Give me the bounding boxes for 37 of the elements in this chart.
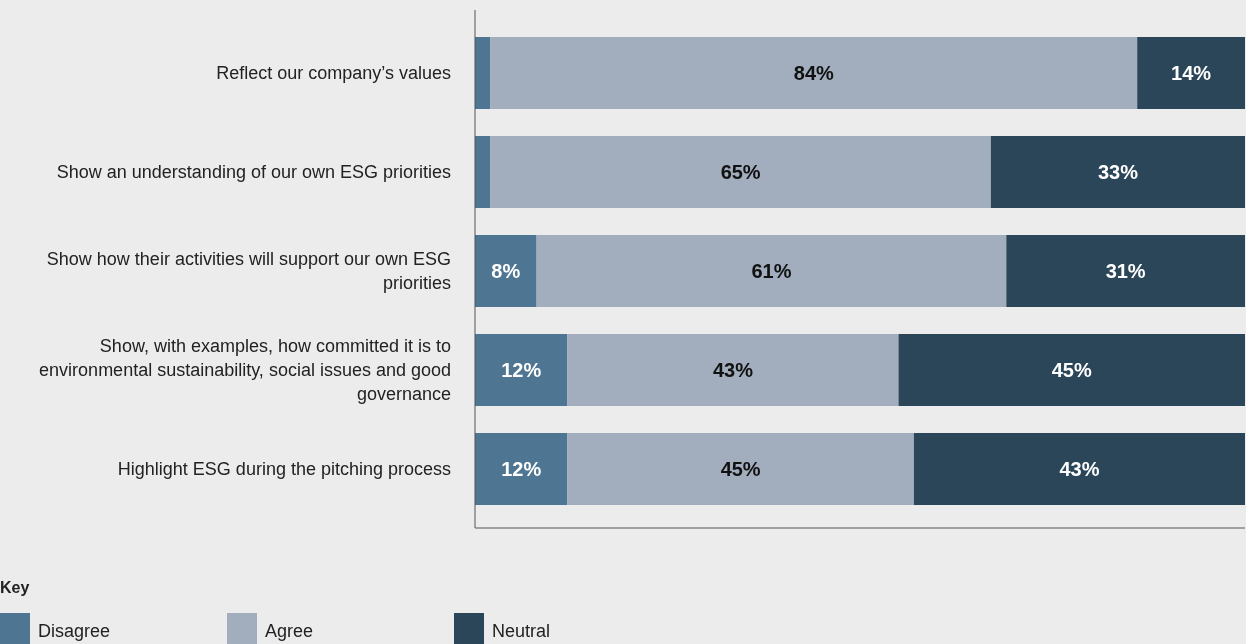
data-label: 8% [491,260,521,282]
bar [475,136,491,208]
data-label: 14% [1171,62,1212,84]
bar [898,334,1245,406]
data-label: 12% [501,458,542,480]
data-label: 45% [720,458,761,480]
data-label: 43% [1059,458,1100,480]
bar [490,37,1138,109]
y-tick-label: Show an understanding of our own ESG priorities [56,162,451,182]
y-tick-label: Highlight ESG during the pitching process [117,459,451,479]
bar [990,136,1245,208]
data-label: 45% [1051,359,1092,381]
bar [475,334,568,406]
y-tick-label: Reflect our company’s values [216,63,451,83]
y-tick-label: Show how their activities will support our own ESG priorities [46,249,451,293]
bar [475,37,491,109]
legend-label: Agree [265,621,314,641]
data-label: 33% [1097,161,1139,183]
data-label: 12% [501,359,542,381]
legend-label: Disagree [38,621,111,641]
bar [490,136,991,208]
legend-title: Key [0,579,30,596]
data-label: 31% [1105,260,1146,282]
data-label: 43% [712,359,754,381]
bar [1006,235,1245,307]
data-label: 65% [720,161,761,183]
data-label: 61% [751,260,792,282]
legend-label: Neutral [492,621,551,641]
data-label: 84% [793,62,835,84]
bar [567,433,914,505]
bar [475,433,568,505]
bar [1137,37,1245,109]
bar [567,334,899,406]
y-tick-label: Show, with examples, how committed it is to environmental sustainability, social issues and good governance [39,336,451,404]
bar [475,235,537,307]
bar [913,433,1245,505]
bar [536,235,1007,307]
